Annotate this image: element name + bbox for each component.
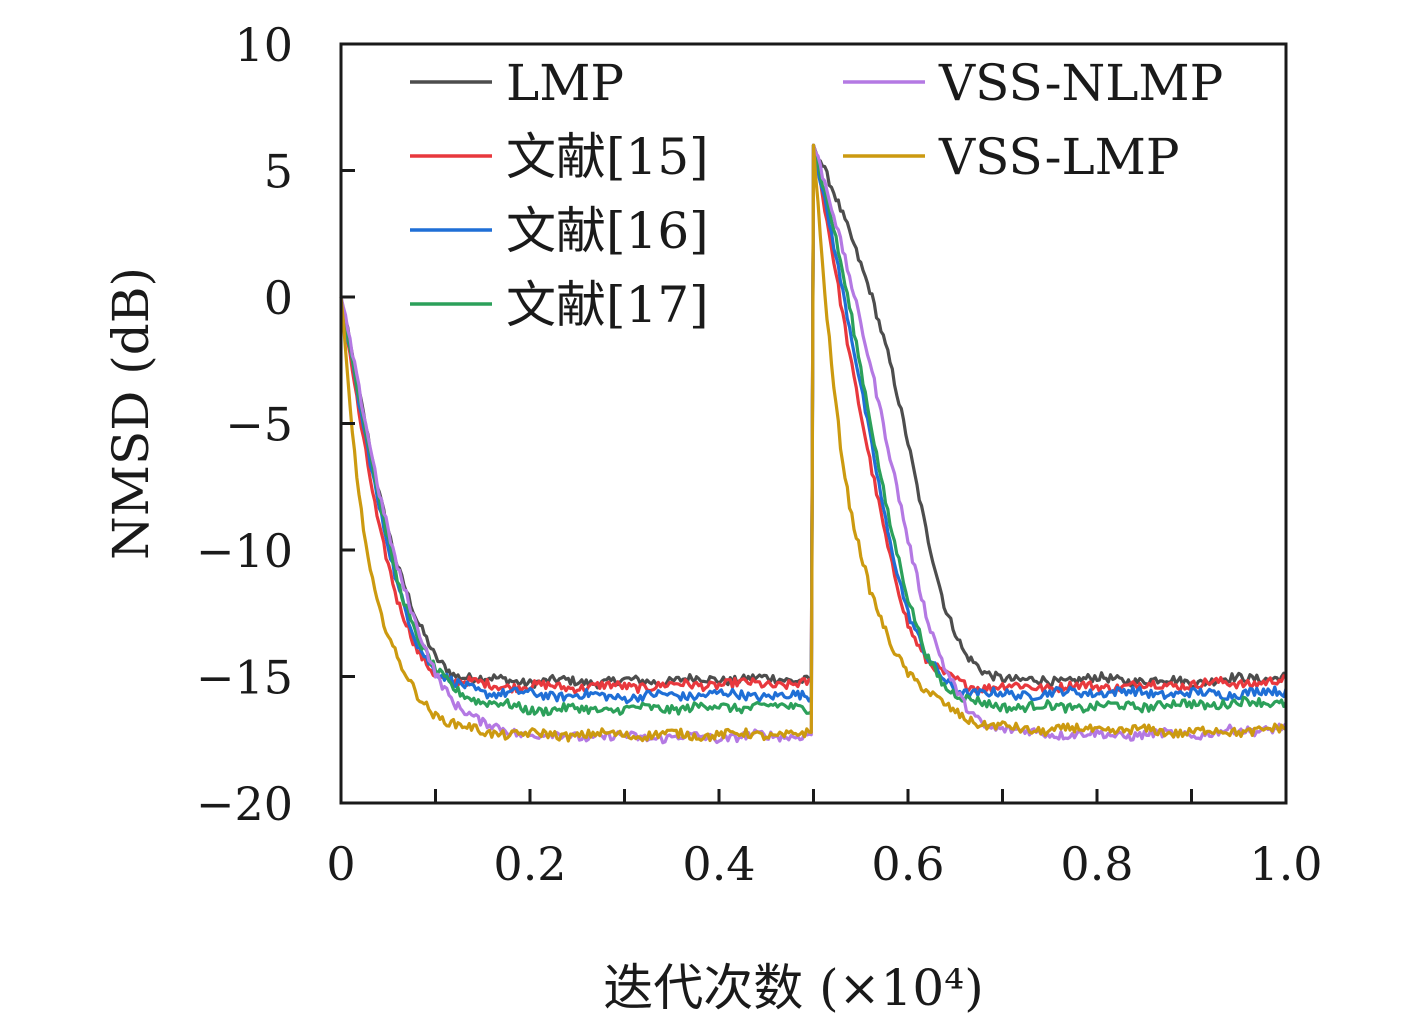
y-tick-label: 10 [234,18,293,72]
x-tick-label: 0 [326,837,355,891]
y-tick-label: 0 [264,271,293,325]
legend-label: 文献[16] [506,202,709,260]
x-tick-label: 0.4 [682,837,755,891]
tick-layer: 0 0.2 0.4 0.6 0.8 1.0 10 5 0 −5 −10 −15 −20 [196,18,1323,891]
x-tick-label: 0.6 [871,837,944,891]
x-tick-label: 0.2 [493,837,566,891]
legend-label: LMP [506,54,624,112]
series-layer [339,143,1288,745]
legend-label: VSS-NLMP [938,54,1223,112]
legend: LMP 文献[15] 文献[16] 文献[17] VSS-NLMP VSS-LMP [410,54,1223,334]
y-tick-label: −10 [196,524,293,578]
y-axis-title: NMSD (dB) [102,267,160,560]
y-tick-label: 5 [264,145,293,199]
x-tick-label: 0.8 [1060,837,1133,891]
legend-label: 文献[17] [506,276,709,334]
y-tick-label: −20 [196,777,293,831]
x-axis-title: 迭代次数 (×10⁴) [603,959,983,1017]
series-line-6 [339,143,1287,743]
legend-label: VSS-LMP [938,128,1180,186]
y-tick-label: −5 [225,398,293,452]
legend-label: 文献[15] [506,128,709,186]
x-tick-label: 1.0 [1249,837,1322,891]
y-tick-label: −15 [196,651,293,705]
